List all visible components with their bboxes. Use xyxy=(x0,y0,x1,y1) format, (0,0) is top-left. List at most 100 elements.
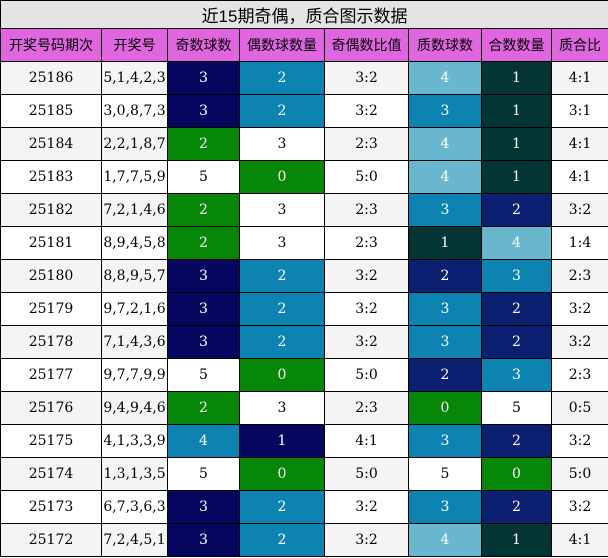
period-cell: 25182 xyxy=(0,193,102,227)
composite-count-cell: 1 xyxy=(481,61,552,95)
odd-even-ratio-cell: 2:3 xyxy=(324,226,409,260)
numbers-cell: 7,2,4,5,1 xyxy=(101,523,168,557)
odd-count-cell: 3 xyxy=(167,523,240,557)
page-title: 近15期奇偶，质合图示数据 xyxy=(0,0,608,29)
composite-count-cell: 1 xyxy=(481,523,552,557)
numbers-cell: 7,1,4,3,6 xyxy=(101,325,168,359)
prime-composite-ratio-cell: 0:5 xyxy=(550,391,608,425)
composite-count-cell: 4 xyxy=(481,226,552,260)
prime-count-cell: 4 xyxy=(408,61,482,95)
period-cell: 25174 xyxy=(0,457,102,491)
period-cell: 25180 xyxy=(0,259,102,293)
numbers-cell: 8,8,9,5,7 xyxy=(101,259,168,293)
numbers-cell: 6,7,3,6,3 xyxy=(101,490,168,524)
prime-count-cell: 3 xyxy=(408,193,482,227)
prime-composite-ratio-cell: 4:1 xyxy=(550,61,608,95)
prime-composite-ratio-cell: 4:1 xyxy=(550,523,608,557)
table-row: 25178 7,1,4,3,6 3 2 3:2 3 2 3:2 xyxy=(0,325,608,359)
header-row: 开奖号码期次 开奖号 奇数球数 偶数球数量 奇偶数比值 质数球数 合数数量 质合… xyxy=(0,28,608,62)
prime-count-cell: 1 xyxy=(408,226,482,260)
header-composite-count: 合数数量 xyxy=(481,28,552,62)
numbers-cell: 9,7,7,9,9 xyxy=(101,358,168,392)
numbers-cell: 9,7,2,1,6 xyxy=(101,292,168,326)
odd-count-cell: 3 xyxy=(167,325,240,359)
odd-even-ratio-cell: 5:0 xyxy=(324,358,409,392)
prime-composite-ratio-cell: 5:0 xyxy=(550,457,608,491)
numbers-cell: 1,7,7,5,9 xyxy=(101,160,168,194)
table-row: 25176 9,4,9,4,6 2 3 2:3 0 5 0:5 xyxy=(0,391,608,425)
table-row: 25180 8,8,9,5,7 3 2 3:2 2 3 2:3 xyxy=(0,259,608,293)
odd-even-ratio-cell: 3:2 xyxy=(324,292,409,326)
period-cell: 25181 xyxy=(0,226,102,260)
table-row: 25172 7,2,4,5,1 3 2 3:2 4 1 4:1 xyxy=(0,523,608,557)
table-row: 25183 1,7,7,5,9 5 0 5:0 4 1 4:1 xyxy=(0,160,608,194)
prime-count-cell: 2 xyxy=(408,358,482,392)
odd-even-ratio-cell: 3:2 xyxy=(324,61,409,95)
prime-count-cell: 2 xyxy=(408,259,482,293)
prime-composite-ratio-cell: 3:2 xyxy=(550,292,608,326)
header-even-count: 偶数球数量 xyxy=(239,28,325,62)
prime-composite-ratio-cell: 2:3 xyxy=(550,259,608,293)
period-cell: 25185 xyxy=(0,94,102,128)
table-row: 25177 9,7,7,9,9 5 0 5:0 2 3 2:3 xyxy=(0,358,608,392)
period-cell: 25176 xyxy=(0,391,102,425)
title-row: 近15期奇偶，质合图示数据 xyxy=(0,0,608,29)
table-row: 25185 3,0,8,7,3 3 2 3:2 3 1 3:1 xyxy=(0,94,608,128)
odd-count-cell: 5 xyxy=(167,457,240,491)
odd-even-ratio-cell: 3:2 xyxy=(324,523,409,557)
odd-even-ratio-cell: 3:2 xyxy=(324,259,409,293)
prime-composite-ratio-cell: 2:3 xyxy=(550,358,608,392)
prime-composite-ratio-cell: 4:1 xyxy=(550,127,608,161)
odd-count-cell: 2 xyxy=(167,193,240,227)
period-cell: 25178 xyxy=(0,325,102,359)
composite-count-cell: 1 xyxy=(481,127,552,161)
composite-count-cell: 2 xyxy=(481,193,552,227)
table-row: 25175 4,1,3,3,9 4 1 4:1 3 2 3:2 xyxy=(0,424,608,458)
even-count-cell: 3 xyxy=(239,127,325,161)
table-row: 25184 2,2,1,8,7 2 3 2:3 4 1 4:1 xyxy=(0,127,608,161)
composite-count-cell: 1 xyxy=(481,160,552,194)
composite-count-cell: 1 xyxy=(481,94,552,128)
composite-count-cell: 2 xyxy=(481,292,552,326)
odd-count-cell: 3 xyxy=(167,259,240,293)
prime-count-cell: 4 xyxy=(408,523,482,557)
numbers-cell: 7,2,1,4,6 xyxy=(101,193,168,227)
header-prime-composite-ratio: 质合比 xyxy=(550,28,608,62)
period-cell: 25177 xyxy=(0,358,102,392)
composite-count-cell: 2 xyxy=(481,325,552,359)
even-count-cell: 0 xyxy=(239,358,325,392)
prime-count-cell: 5 xyxy=(408,457,482,491)
period-cell: 25172 xyxy=(0,523,102,557)
period-cell: 25173 xyxy=(0,490,102,524)
period-cell: 25184 xyxy=(0,127,102,161)
composite-count-cell: 0 xyxy=(481,457,552,491)
even-count-cell: 2 xyxy=(239,292,325,326)
table-row: 25174 1,3,1,3,5 5 0 5:0 5 0 5:0 xyxy=(0,457,608,491)
odd-count-cell: 3 xyxy=(167,292,240,326)
odd-even-ratio-cell: 2:3 xyxy=(324,127,409,161)
composite-count-cell: 2 xyxy=(481,490,552,524)
table-row: 25181 8,9,4,5,8 2 3 2:3 1 4 1:4 xyxy=(0,226,608,260)
table-row: 25173 6,7,3,6,3 3 2 3:2 3 2 3:2 xyxy=(0,490,608,524)
prime-composite-ratio-cell: 3:2 xyxy=(550,490,608,524)
even-count-cell: 0 xyxy=(239,457,325,491)
numbers-cell: 8,9,4,5,8 xyxy=(101,226,168,260)
numbers-cell: 5,1,4,2,3 xyxy=(101,61,168,95)
numbers-cell: 1,3,1,3,5 xyxy=(101,457,168,491)
even-count-cell: 2 xyxy=(239,61,325,95)
prime-count-cell: 3 xyxy=(408,325,482,359)
numbers-cell: 9,4,9,4,6 xyxy=(101,391,168,425)
odd-count-cell: 3 xyxy=(167,61,240,95)
prime-count-cell: 3 xyxy=(408,490,482,524)
odd-count-cell: 3 xyxy=(167,490,240,524)
table-row: 25182 7,2,1,4,6 2 3 2:3 3 2 3:2 xyxy=(0,193,608,227)
odd-count-cell: 2 xyxy=(167,391,240,425)
table-row: 25186 5,1,4,2,3 3 2 3:2 4 1 4:1 xyxy=(0,61,608,95)
numbers-cell: 4,1,3,3,9 xyxy=(101,424,168,458)
even-count-cell: 2 xyxy=(239,490,325,524)
odd-even-ratio-cell: 2:3 xyxy=(324,193,409,227)
odd-even-ratio-cell: 3:2 xyxy=(324,325,409,359)
period-cell: 25183 xyxy=(0,160,102,194)
